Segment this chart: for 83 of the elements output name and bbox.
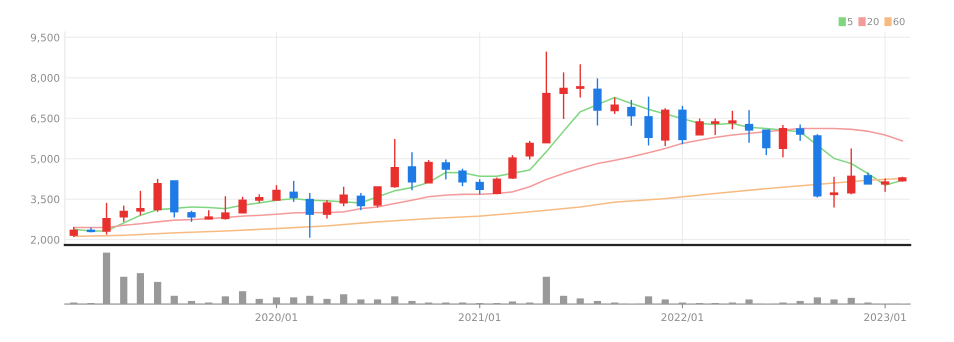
candlestick bbox=[442, 158, 450, 180]
bar bbox=[594, 300, 602, 304]
bar bbox=[357, 299, 364, 304]
bar bbox=[136, 273, 144, 304]
candlestick bbox=[187, 210, 196, 223]
candlestick bbox=[272, 184, 281, 201]
candlestick bbox=[102, 202, 111, 236]
candlestick bbox=[70, 226, 78, 238]
candlestick bbox=[830, 176, 838, 208]
candlestick bbox=[627, 99, 636, 126]
candlestick bbox=[356, 192, 366, 211]
candlestick bbox=[290, 180, 298, 203]
bar bbox=[848, 298, 855, 304]
bar bbox=[170, 296, 178, 304]
x-tick-label: 2023/01 bbox=[864, 313, 906, 322]
candlestick bbox=[847, 148, 856, 195]
y-tick-label: 5,000 bbox=[30, 154, 60, 164]
candlestick bbox=[593, 78, 602, 126]
candlestick bbox=[762, 129, 770, 156]
x-tick-label: 2021/01 bbox=[458, 313, 500, 322]
bar bbox=[374, 299, 382, 304]
bar bbox=[120, 276, 128, 304]
x-tick-label: 2020/01 bbox=[256, 313, 298, 322]
bar bbox=[256, 298, 263, 304]
candlestick bbox=[576, 64, 584, 98]
bar bbox=[662, 299, 669, 304]
candlestick bbox=[508, 154, 517, 180]
legend-label: 60 bbox=[894, 18, 905, 26]
bar bbox=[306, 296, 314, 304]
candlestick bbox=[778, 124, 788, 158]
bar bbox=[102, 252, 110, 304]
y-tick-label: 8,000 bbox=[30, 74, 60, 83]
x-tick-label: 2022/01 bbox=[662, 313, 704, 322]
candlestick bbox=[339, 186, 348, 207]
bar bbox=[340, 294, 348, 304]
candlestick bbox=[424, 159, 433, 184]
bar bbox=[576, 298, 584, 304]
bar bbox=[188, 300, 196, 304]
bar bbox=[644, 296, 652, 304]
candlestick bbox=[796, 124, 804, 142]
candlestick bbox=[136, 190, 145, 216]
bar bbox=[323, 298, 331, 304]
bar bbox=[154, 282, 162, 304]
y-tick-label: 9,500 bbox=[30, 34, 60, 43]
candlestick bbox=[526, 140, 534, 160]
bar bbox=[745, 299, 753, 304]
candlestick bbox=[644, 96, 653, 146]
candlestick bbox=[492, 176, 502, 195]
bar bbox=[542, 276, 550, 304]
candlestick bbox=[559, 72, 568, 120]
bar bbox=[238, 291, 246, 304]
candlestick bbox=[390, 138, 399, 189]
candlestick bbox=[373, 186, 382, 208]
candlestick bbox=[120, 204, 128, 223]
bar bbox=[290, 297, 298, 304]
candlestick bbox=[610, 96, 619, 115]
legend-label: 5 bbox=[848, 18, 852, 26]
bar bbox=[222, 296, 229, 304]
candlestick bbox=[306, 192, 314, 238]
y-tick-label: 6,500 bbox=[30, 114, 60, 124]
bar bbox=[508, 301, 516, 304]
candlestick bbox=[458, 168, 467, 187]
y-tick-label: 2,000 bbox=[30, 236, 60, 245]
bar bbox=[814, 297, 821, 304]
candlestick bbox=[408, 152, 416, 191]
candlestick bbox=[695, 118, 704, 136]
candlestick bbox=[322, 200, 332, 220]
candlestick bbox=[880, 178, 890, 193]
candlestick bbox=[238, 196, 247, 214]
bar bbox=[408, 300, 416, 304]
candlestick bbox=[221, 195, 230, 220]
candlestick bbox=[864, 172, 872, 186]
candlestick bbox=[744, 109, 754, 144]
bar bbox=[560, 296, 568, 304]
candlestick bbox=[476, 178, 484, 195]
legend-label: 20 bbox=[868, 18, 879, 26]
bar bbox=[391, 296, 398, 304]
candlestick bbox=[728, 110, 737, 130]
y-tick-label: 3,500 bbox=[30, 195, 60, 204]
candlestick bbox=[711, 118, 720, 136]
bar bbox=[272, 297, 280, 304]
bar bbox=[796, 300, 804, 304]
bar bbox=[830, 299, 838, 304]
